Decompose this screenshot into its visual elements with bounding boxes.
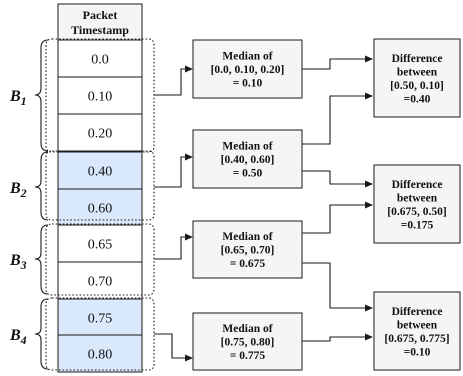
difference-box-text-line: =0.40 (404, 93, 431, 105)
batch-outline-b1 (45, 38, 155, 153)
median-box-text-line: Median of (222, 51, 272, 63)
timestamp-cell-box (57, 76, 143, 115)
median-box-text-line: = 0.675 (230, 258, 266, 270)
median-box: Median of[0.40, 0.60] = 0.50 (192, 129, 303, 189)
difference-box-text-line: =0.10 (404, 346, 431, 358)
timestamp-value: 0.75 (88, 312, 113, 327)
timestamp-value: 0.60 (88, 202, 113, 217)
brace-b1 (34, 39, 49, 152)
difference-box-text-line: between (397, 192, 438, 204)
median-box-text-line: = 0.775 (230, 350, 266, 362)
median-box: Median of[0.0, 0.10, 0.20] = 0.10 (192, 39, 303, 99)
median-box-frame (192, 220, 303, 279)
connector-m2-d2 (302, 170, 373, 188)
connector-b3-median (154, 233, 193, 260)
difference-box-text-line: [0.675, 0.50] (387, 206, 446, 218)
batch-outline-b3 (45, 223, 155, 296)
timestamp-cell: 0.80 (57, 334, 143, 373)
batch-label-b4: B4 (9, 327, 27, 347)
connector-m3-d2 (302, 201, 373, 234)
median-box-text-line: Median of (222, 323, 272, 335)
batch-outlines (45, 38, 155, 371)
difference-box-text-line: Difference (392, 53, 443, 65)
connector-b2-median (154, 153, 193, 188)
median-box-frame (192, 39, 303, 99)
median-box-text-line: Median of (222, 231, 272, 243)
batch-to-median-connectors (154, 65, 193, 362)
median-box: Median of [0.65, 0.70]= 0.675 (192, 220, 303, 279)
connector-m2-d1 (302, 92, 373, 145)
connector-b4-median (154, 333, 193, 362)
timestamp-cells: 0.0 0.10 0.20 0.40 0.60 0.65 0.70 0.75 0.80 (57, 39, 143, 373)
timestamp-cell: 0.20 (57, 113, 143, 152)
timestamp-cell-box (57, 113, 143, 152)
median-box-text-line: [0.75, 0.80] (221, 337, 275, 349)
difference-box-frame (373, 164, 461, 244)
difference-box-frame (373, 38, 461, 118)
timestamp-cell: 0.75 (57, 298, 143, 337)
timestamp-cell-box (57, 298, 143, 337)
difference-box-text-line: between (397, 319, 438, 331)
median-box-frame (192, 312, 303, 371)
timestamp-value: 0.40 (88, 165, 113, 180)
difference-box-text-line: Difference (392, 306, 443, 318)
timestamp-cell-box (57, 261, 143, 300)
difference-box-text-line: [0.50, 0.10] (390, 80, 444, 92)
timestamp-cell-box (57, 224, 143, 263)
timestamp-cell: 0.70 (57, 261, 143, 300)
batch-label-b1: B1 (9, 88, 27, 108)
timestamp-cell-box (57, 334, 143, 373)
median-box-text-line: [0.0, 0.10, 0.20] (211, 64, 285, 76)
batch-braces (34, 39, 49, 370)
timestamp-cell: 0.10 (57, 76, 143, 115)
timestamp-value: 0.80 (88, 348, 113, 363)
timestamp-value: 0.10 (88, 90, 113, 105)
timestamp-cell: 0.40 (57, 151, 143, 190)
median-box-frame (192, 129, 303, 189)
difference-box-text-line: [0.675, 0.775] (384, 333, 449, 345)
median-box-text-line: = 0.10 (233, 78, 263, 90)
brace-b4 (34, 298, 49, 370)
timestamp-value: 0.70 (88, 275, 113, 290)
connector-m4-d3 (302, 333, 373, 342)
batch-outline-b2 (45, 150, 155, 221)
median-box-text-line: Median of (222, 141, 272, 153)
header-line-1: Packet (83, 8, 118, 22)
batch-labels: B1 B2 B3 B4 (9, 88, 27, 347)
header-box (57, 3, 143, 41)
connector-b1-median (154, 65, 193, 96)
connector-m3-d3 (302, 262, 373, 312)
timestamp-cell: 0.0 (57, 39, 143, 78)
timestamp-value: 0.0 (91, 53, 109, 68)
batch-outline-b4 (45, 297, 155, 371)
timestamp-value: 0.20 (88, 127, 113, 142)
median-to-difference-connectors (302, 55, 373, 342)
median-box: Median of [0.75, 0.80]= 0.775 (192, 312, 303, 371)
difference-box-text-line: =0.175 (401, 219, 434, 231)
timestamp-cell: 0.65 (57, 224, 143, 263)
difference-box-frame (373, 291, 461, 371)
difference-box-text-line: Difference (392, 179, 443, 191)
connector-m1-d1 (302, 55, 373, 70)
brace-b3 (34, 224, 49, 295)
timestamp-column-header: Packet Timestamp (57, 3, 143, 41)
median-box-text-line: = 0.50 (233, 168, 263, 180)
header-line-2: Timestamp (71, 23, 129, 37)
batch-label-b2: B2 (9, 180, 27, 200)
difference-box-text-line: between (397, 66, 438, 78)
median-box-text-line: [0.65, 0.70] (221, 245, 275, 257)
timestamp-cell-box (57, 39, 143, 78)
timestamp-value: 0.65 (88, 238, 113, 253)
median-box-text-line: [0.40, 0.60] (221, 154, 275, 166)
batch-label-b3: B3 (9, 252, 27, 272)
brace-b2 (34, 151, 49, 221)
